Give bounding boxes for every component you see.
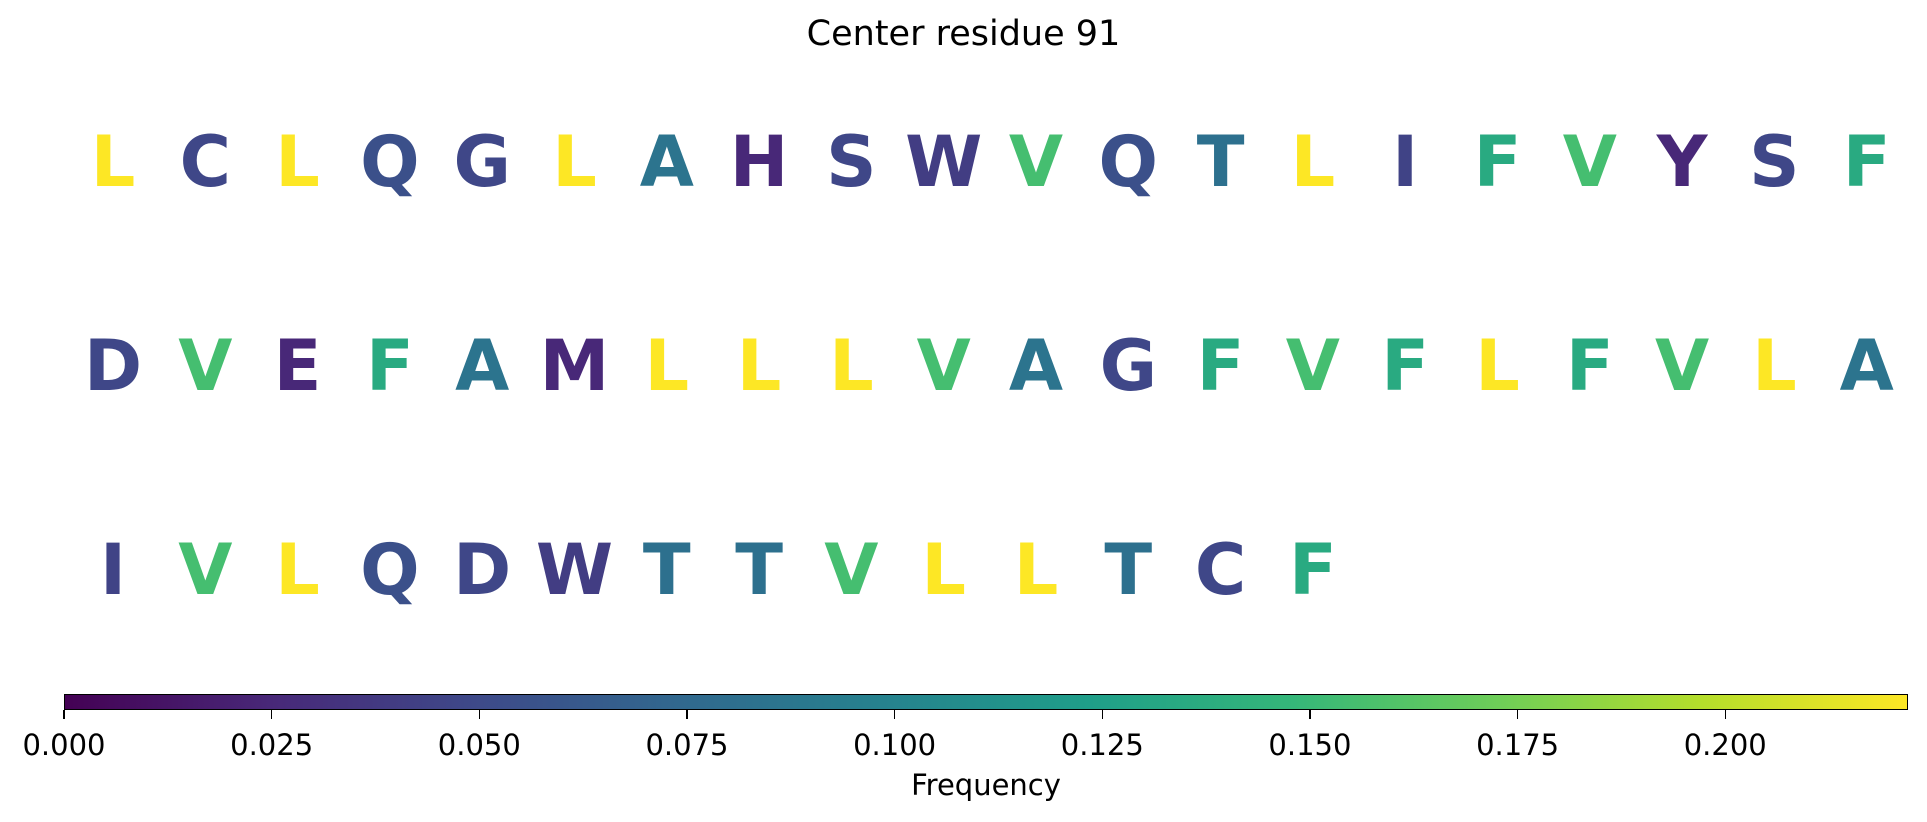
colorbar-tick-label: 0.075 bbox=[645, 728, 729, 762]
colorbar-tick bbox=[63, 710, 65, 719]
residue-letter: F bbox=[1288, 529, 1337, 611]
residue-letter: F bbox=[1565, 325, 1614, 407]
residue-letter: L bbox=[1752, 325, 1797, 407]
colorbar-tick-label: 0.100 bbox=[853, 728, 937, 762]
residue-letter: V bbox=[1655, 325, 1710, 407]
residue-letter: F bbox=[1473, 121, 1522, 203]
residue-letter: V bbox=[916, 325, 971, 407]
residue-letter: V bbox=[1008, 121, 1064, 203]
residue-letter: L bbox=[644, 325, 690, 407]
residue-letter: W bbox=[905, 121, 983, 203]
residue-letter: C bbox=[179, 121, 231, 203]
residue-letter: A bbox=[455, 325, 510, 407]
residue-letter: F bbox=[1381, 325, 1430, 407]
colorbar-tick bbox=[1309, 710, 1311, 719]
residue-letter: S bbox=[1749, 121, 1800, 203]
colorbar-tick-label: 0.025 bbox=[230, 728, 314, 762]
residue-letter: W bbox=[535, 529, 614, 611]
colorbar-tick bbox=[1516, 710, 1519, 719]
residue-letter: C bbox=[1194, 529, 1247, 611]
colorbar-tick-label: 0.175 bbox=[1476, 728, 1560, 762]
colorbar-tick bbox=[478, 710, 481, 719]
residue-letter: T bbox=[735, 529, 783, 611]
chart-title: Center residue 91 bbox=[806, 14, 1121, 54]
colorbar-tick bbox=[1101, 710, 1104, 719]
residue-letter: F bbox=[1842, 121, 1891, 203]
residue-letter: I bbox=[1392, 121, 1419, 203]
colorbar-label: Frequency bbox=[911, 768, 1061, 802]
residue-letter: Q bbox=[360, 121, 420, 203]
residue-letter: G bbox=[1099, 325, 1158, 407]
residue-letter: Q bbox=[1098, 121, 1159, 203]
residue-letter: Y bbox=[1656, 121, 1708, 203]
residue-letter: V bbox=[1285, 325, 1340, 407]
residue-letter: L bbox=[552, 121, 597, 203]
colorbar-tick-label: 0.200 bbox=[1683, 728, 1767, 762]
residue-letter: L bbox=[1475, 325, 1520, 407]
colorbar-tick bbox=[893, 710, 896, 719]
residue-letter: V bbox=[824, 529, 879, 611]
residue-letter: V bbox=[1562, 121, 1617, 203]
residue-letter: V bbox=[178, 529, 233, 611]
colorbar-tick-label: 0.150 bbox=[1268, 728, 1352, 762]
residue-letter: V bbox=[178, 325, 233, 407]
residue-letter: S bbox=[826, 121, 877, 203]
residue-letter: L bbox=[1013, 529, 1059, 611]
residue-letter: L bbox=[275, 529, 320, 611]
colorbar-tick-label: 0.000 bbox=[22, 728, 106, 762]
residue-letter: T bbox=[642, 529, 691, 611]
residue-letter: L bbox=[921, 529, 966, 611]
residue-letter: I bbox=[99, 529, 127, 611]
colorbar bbox=[64, 694, 1908, 710]
residue-letter: A bbox=[1008, 325, 1064, 407]
residue-letter: F bbox=[1196, 325, 1245, 407]
residue-letter: G bbox=[453, 121, 511, 203]
residue-letter: M bbox=[539, 325, 610, 407]
residue-letter: F bbox=[365, 325, 414, 407]
colorbar-tick bbox=[270, 710, 273, 719]
residue-letter: L bbox=[1290, 121, 1336, 203]
colorbar-tick-label: 0.125 bbox=[1060, 728, 1144, 762]
residue-letter: D bbox=[453, 529, 512, 611]
residue-letter: D bbox=[83, 325, 143, 407]
residue-letter: H bbox=[729, 121, 789, 203]
colorbar-tick bbox=[686, 710, 688, 719]
residue-letter: T bbox=[1104, 529, 1153, 611]
residue-letter: L bbox=[275, 121, 320, 203]
residue-letter: L bbox=[736, 325, 782, 407]
residue-letter: A bbox=[1839, 325, 1894, 407]
colorbar-tick bbox=[1724, 710, 1726, 719]
residue-letter: T bbox=[1196, 121, 1245, 203]
colorbar-tick-label: 0.050 bbox=[437, 728, 521, 762]
residue-letter: Q bbox=[360, 529, 420, 611]
residue-letter: L bbox=[829, 325, 874, 407]
residue-letter: A bbox=[639, 121, 694, 203]
residue-letter: E bbox=[273, 325, 322, 407]
residue-letter: L bbox=[90, 121, 136, 203]
